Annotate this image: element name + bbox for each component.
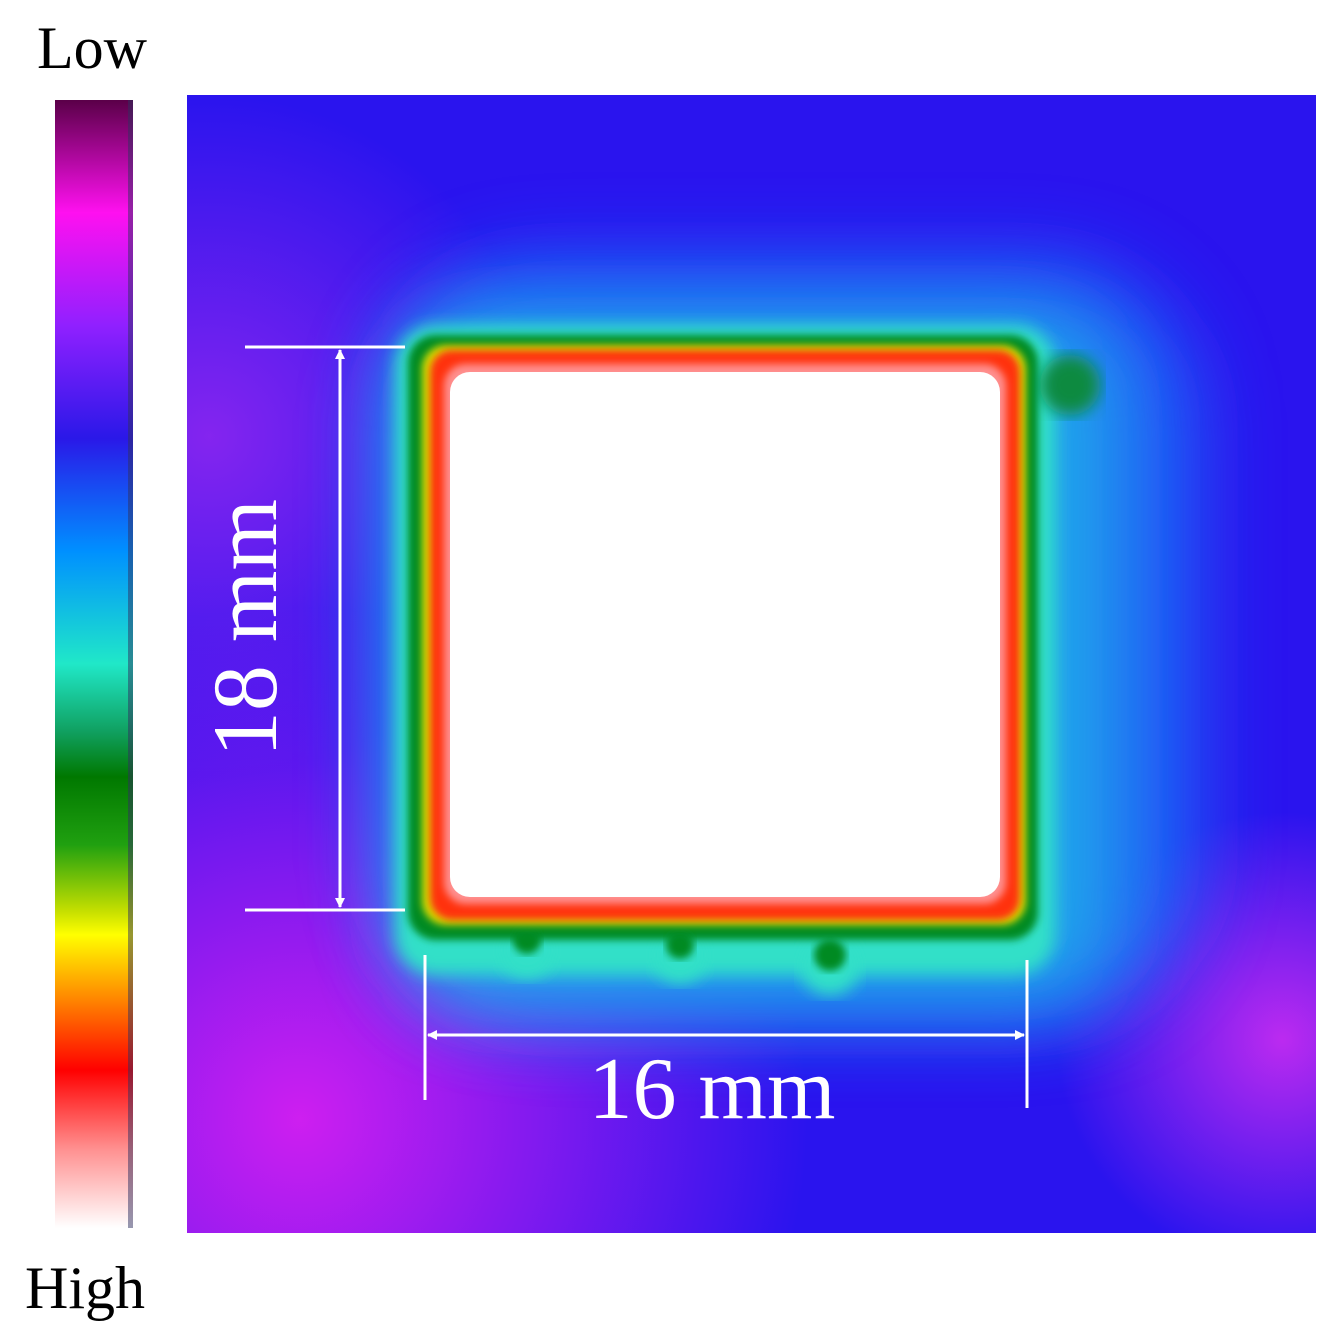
colorbar-top-label: Low [37, 15, 148, 81]
colorbar-edge [128, 100, 133, 1228]
width-label: 16 mm [589, 1041, 836, 1138]
dimension-lines [245, 345, 1029, 1108]
thermal-image [187, 95, 1316, 1233]
height-label: 18 mm [194, 499, 296, 757]
colorbar [55, 100, 133, 1228]
colorbar-bottom-label: High [25, 1255, 145, 1321]
